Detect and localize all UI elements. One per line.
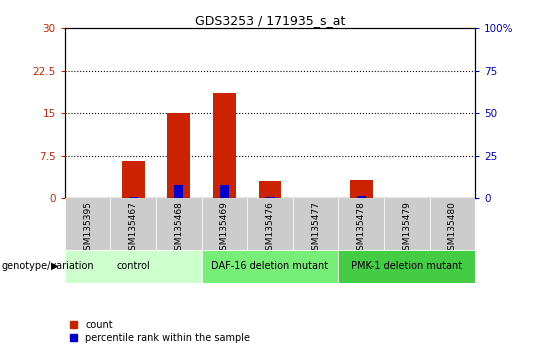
FancyBboxPatch shape [65,250,201,283]
Bar [213,93,236,198]
FancyBboxPatch shape [339,250,475,283]
Text: DAF-16 deletion mutant: DAF-16 deletion mutant [212,261,328,272]
Bar [259,181,281,198]
Text: GSM135395: GSM135395 [83,201,92,256]
Title: GDS3253 / 171935_s_at: GDS3253 / 171935_s_at [195,14,345,27]
Text: GSM135476: GSM135476 [266,201,274,256]
Text: ▶: ▶ [51,261,58,271]
Text: GSM135467: GSM135467 [129,201,138,256]
Bar [167,113,190,198]
Legend: count, percentile rank within the sample: count, percentile rank within the sample [70,320,250,343]
FancyBboxPatch shape [156,198,201,250]
FancyBboxPatch shape [201,250,339,283]
Bar [266,196,274,198]
Bar [129,196,138,198]
Text: control: control [116,261,150,272]
Bar [356,196,366,198]
Text: GSM135480: GSM135480 [448,201,457,256]
FancyBboxPatch shape [247,198,293,250]
Bar [220,185,229,198]
FancyBboxPatch shape [339,198,384,250]
Text: GSM135468: GSM135468 [174,201,183,256]
FancyBboxPatch shape [110,198,156,250]
Bar [174,185,184,198]
Bar [122,161,145,198]
FancyBboxPatch shape [201,198,247,250]
Text: GSM135479: GSM135479 [402,201,411,256]
Text: genotype/variation: genotype/variation [1,261,94,271]
FancyBboxPatch shape [65,198,110,250]
FancyBboxPatch shape [293,198,339,250]
FancyBboxPatch shape [430,198,475,250]
Text: GSM135478: GSM135478 [357,201,366,256]
Text: GSM135477: GSM135477 [311,201,320,256]
FancyBboxPatch shape [384,198,430,250]
Text: PMK-1 deletion mutant: PMK-1 deletion mutant [351,261,462,272]
Text: GSM135469: GSM135469 [220,201,229,256]
Bar [350,180,373,198]
